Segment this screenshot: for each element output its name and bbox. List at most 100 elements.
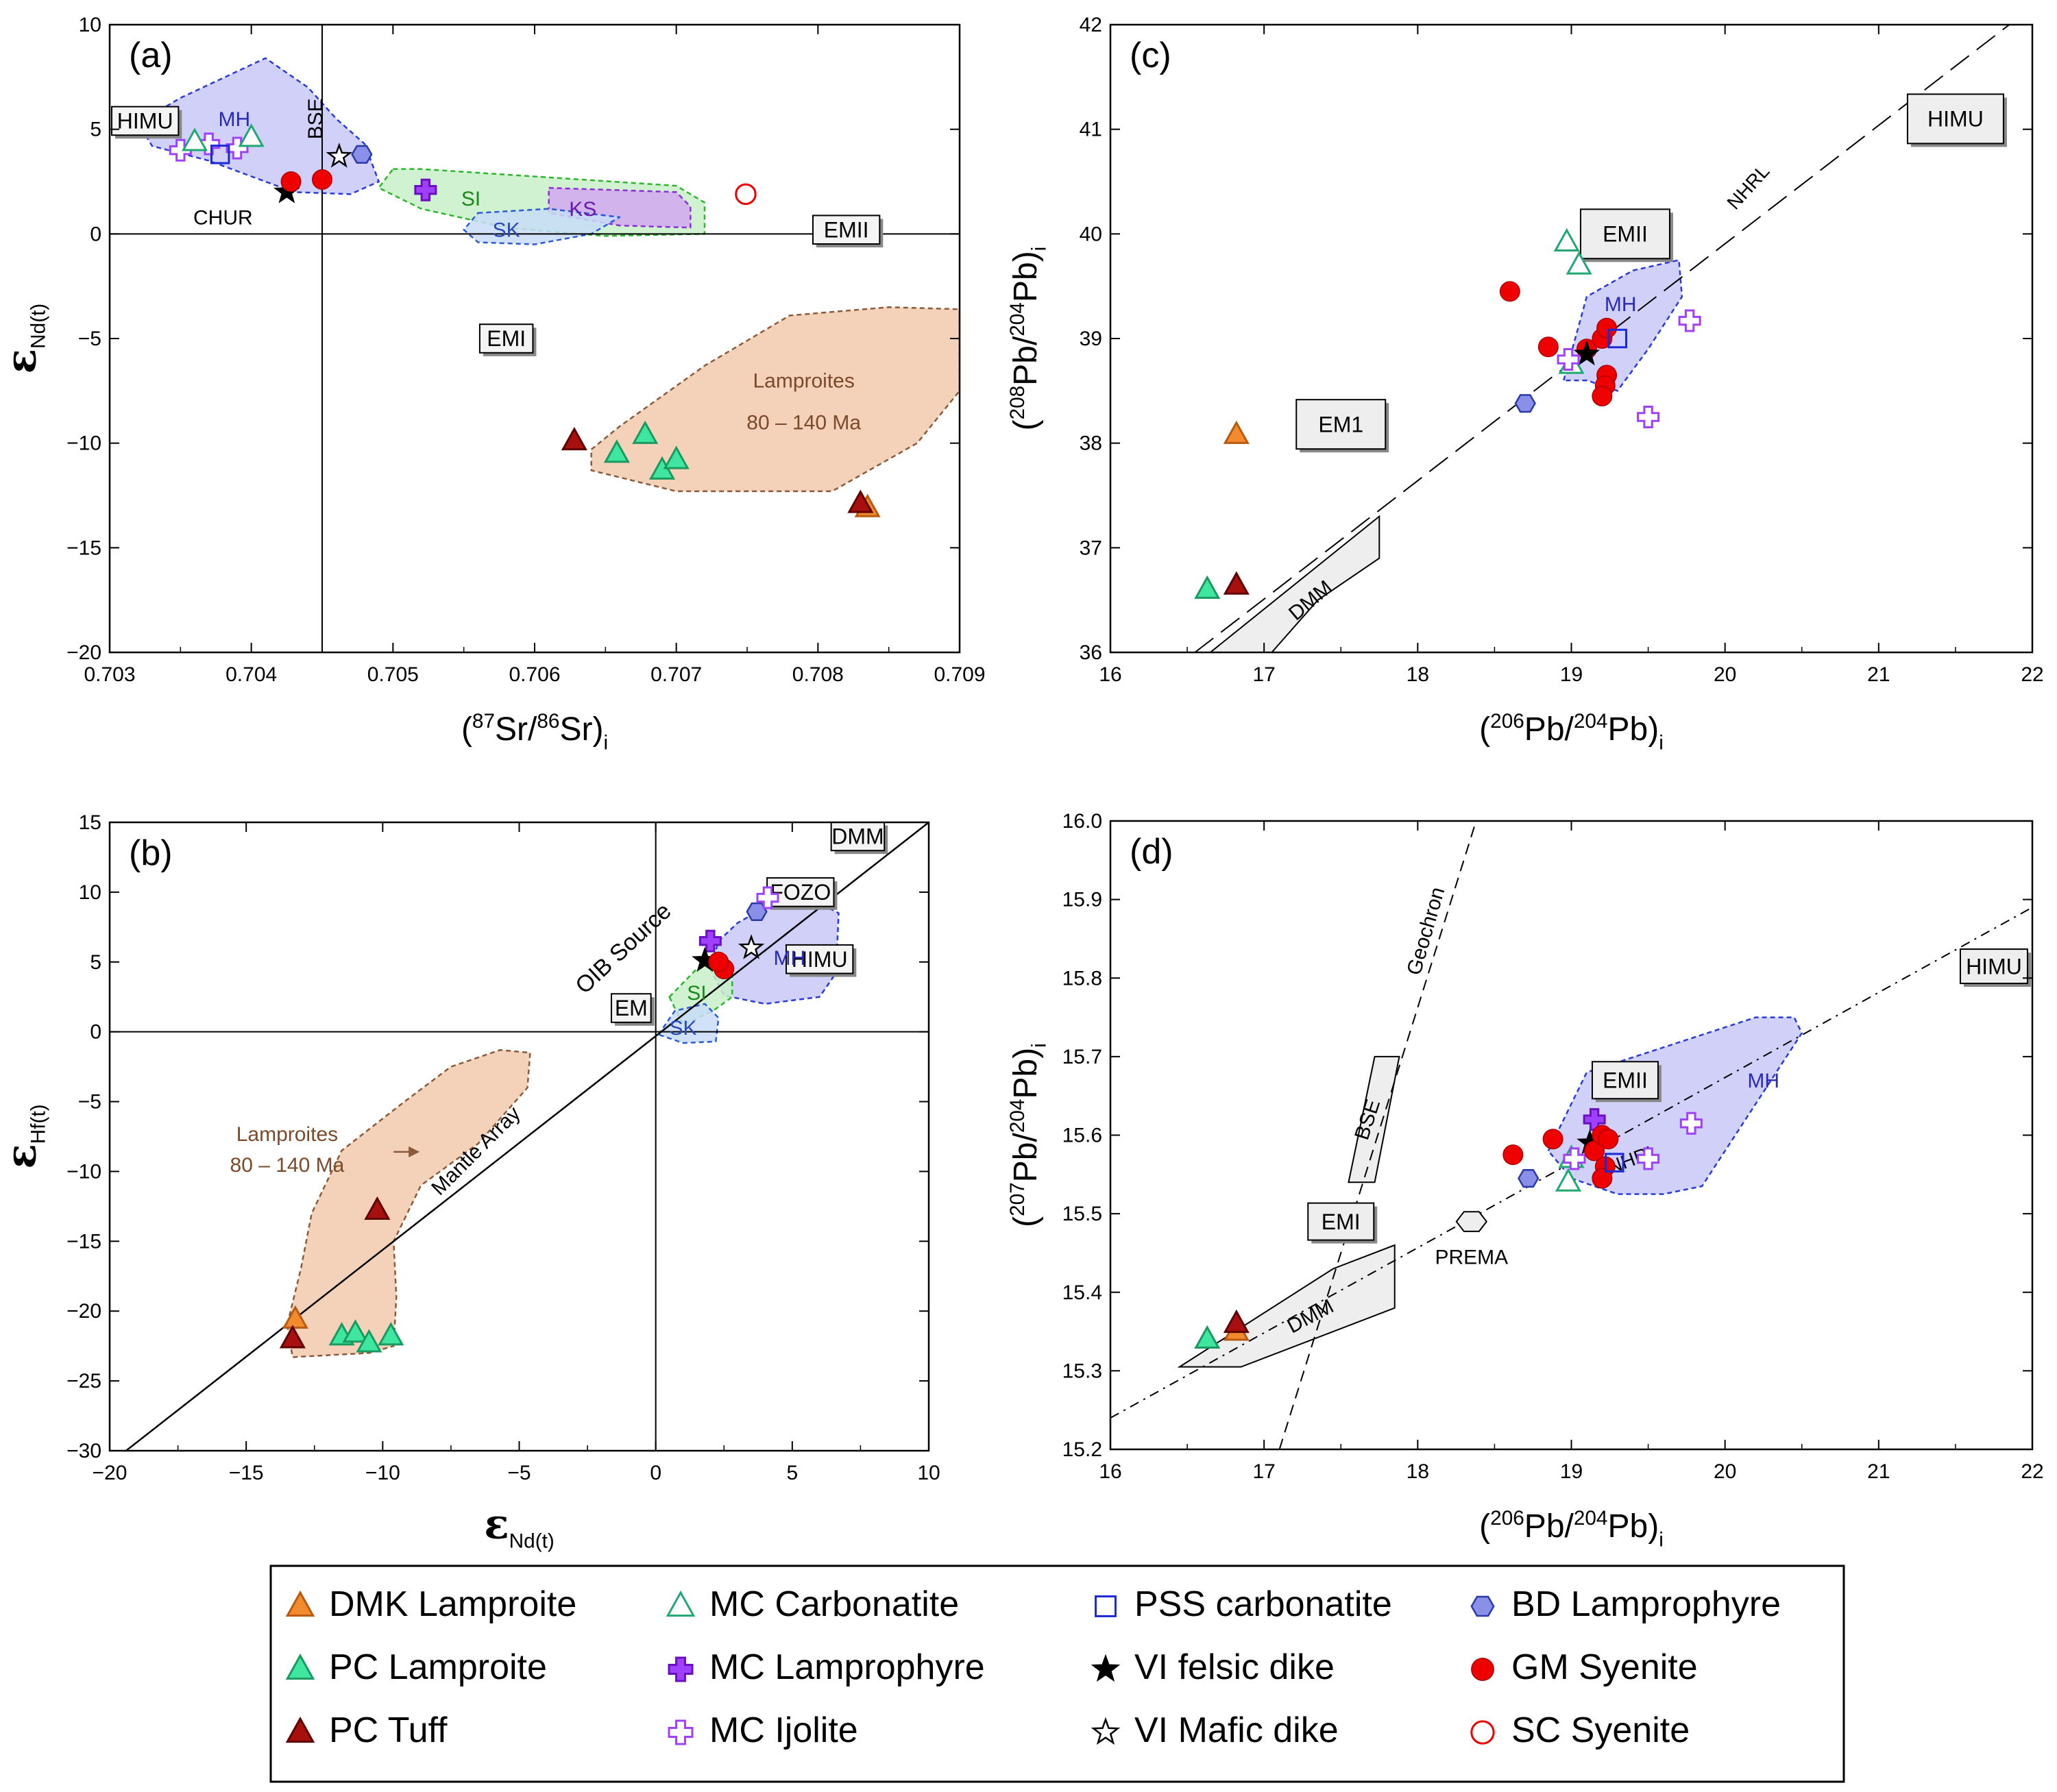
annotation-em1-c: EM1 bbox=[1295, 399, 1389, 453]
legend-label-mccarb: MC Carbonatite bbox=[709, 1584, 959, 1624]
annotation-prema-d: PREMA bbox=[1435, 1247, 1508, 1269]
annotation-dmm-b: DMM bbox=[830, 822, 888, 855]
data-point-pcl bbox=[356, 1329, 382, 1353]
annotation-chur-a: CHUR bbox=[193, 206, 253, 229]
data-point-gm bbox=[312, 169, 332, 190]
panel-label-a: (a) bbox=[129, 36, 173, 75]
x-tick-label-b: −10 bbox=[365, 1462, 400, 1484]
annotation-sk-b: SK bbox=[669, 1017, 696, 1040]
data-point-pct bbox=[847, 489, 874, 513]
y-tick-label-c: 37 bbox=[1080, 537, 1102, 559]
x-tick-label-a: 0.709 bbox=[934, 663, 985, 686]
legend-item-mclamp: MC Lamprophyre bbox=[668, 1647, 985, 1687]
annotation-si-a: SI bbox=[461, 188, 480, 210]
data-point-pcl bbox=[663, 445, 690, 469]
x-tick-label-b: −15 bbox=[229, 1462, 264, 1484]
data-point-mcij bbox=[1563, 1147, 1586, 1170]
annotation-text: KS bbox=[569, 198, 596, 221]
data-point-pcl bbox=[1194, 575, 1221, 599]
y-tick-label-d: 15.5 bbox=[1062, 1203, 1102, 1225]
y-tick-label-d: 15.8 bbox=[1062, 967, 1102, 990]
panel-label-b: (b) bbox=[129, 833, 173, 873]
x-tick-label-d: 21 bbox=[1867, 1460, 1890, 1483]
y-tick-label-a: 5 bbox=[90, 119, 101, 141]
y-tick-label-b: −5 bbox=[78, 1091, 101, 1114]
data-point-pct bbox=[364, 1196, 391, 1220]
x-tick-label-d: 20 bbox=[1714, 1460, 1736, 1483]
annotation-emi-a: EMI bbox=[478, 323, 537, 356]
x-tick-label-d: 17 bbox=[1252, 1460, 1275, 1483]
data-point-dmk bbox=[1223, 420, 1250, 444]
y-tick-label-b: 0 bbox=[90, 1021, 101, 1044]
x-tick-label-c: 19 bbox=[1560, 663, 1583, 686]
data-point-vim bbox=[738, 934, 765, 959]
annotation-emi-d: EMI bbox=[1307, 1202, 1378, 1244]
data-point-pct bbox=[1223, 571, 1250, 595]
y-axis-label-a: εNd(t) bbox=[0, 304, 49, 374]
annotation-emii-a: EMII bbox=[812, 214, 884, 248]
plot-area-a: HIMU EMII EMI CHUR BSE MH SI KS SK Lamproites 80 –… bbox=[110, 25, 960, 652]
y-tick-label-a: 0 bbox=[90, 223, 101, 245]
y-tick-label-c: 39 bbox=[1080, 328, 1102, 350]
y-tick-label-d: 15.6 bbox=[1062, 1125, 1102, 1147]
annotation-emii-c: EMII bbox=[1579, 208, 1673, 262]
x-axis-label-c: (206Pb/204Pb)i bbox=[1479, 710, 1664, 754]
y-tick-label-a: −5 bbox=[78, 328, 101, 350]
data-point-gm bbox=[280, 171, 302, 192]
annotation-text: HIMU bbox=[1927, 107, 1984, 132]
data-point-mccarb bbox=[1566, 251, 1592, 275]
y-tick-label-b: −20 bbox=[66, 1300, 101, 1323]
legend-frame bbox=[269, 1564, 1845, 1783]
panel-a: HIMU EMII EMI CHUR BSE MH SI KS SK Lamproites 80 –… bbox=[0, 14, 986, 754]
legend-label-pct: PC Tuff bbox=[329, 1710, 448, 1750]
data-point-pcl bbox=[378, 1322, 404, 1346]
data-point-pss bbox=[1605, 1153, 1624, 1173]
annotation-himu-c: HIMU bbox=[1906, 93, 2007, 147]
data-point-pcl bbox=[1194, 1325, 1221, 1349]
x-tick-label-b: 0 bbox=[650, 1462, 661, 1484]
data-point-mclamp bbox=[698, 929, 722, 953]
annotation-himu-d: HIMU bbox=[1959, 948, 2031, 987]
data-point-gm bbox=[1499, 281, 1520, 302]
annotation-text: OIB Source bbox=[570, 898, 676, 999]
legend-label-pss: PSS carbonatite bbox=[1134, 1584, 1392, 1624]
data-point-vif bbox=[1573, 340, 1600, 366]
annotation-text: 80 – 140 Ma bbox=[746, 412, 861, 434]
annotation-text: SK bbox=[493, 219, 520, 242]
annotation-text: HIMU bbox=[1966, 954, 2022, 979]
x-axis-label-d: (206Pb/204Pb)i bbox=[1479, 1507, 1664, 1551]
y-tick-label-c: 42 bbox=[1080, 14, 1102, 36]
field-mh-d bbox=[1547, 1016, 1803, 1195]
y-tick-label-d: 15.2 bbox=[1062, 1438, 1102, 1461]
legend-label-sc: SC Syenite bbox=[1511, 1710, 1690, 1750]
y-tick-label-a: −15 bbox=[66, 537, 101, 559]
legend-item-sc: SC Syenite bbox=[1470, 1710, 1690, 1750]
data-point-mccarb bbox=[1555, 1168, 1582, 1192]
annotation-text: Lamproites bbox=[753, 370, 854, 393]
annotation-text: MH bbox=[774, 947, 806, 970]
data-point-pss bbox=[1607, 328, 1627, 349]
annotation-ks-a: KS bbox=[569, 198, 596, 221]
y-tick-label-b: 10 bbox=[79, 881, 101, 904]
annotation-em-b: EM bbox=[610, 993, 655, 1026]
x-tick-label-d: 22 bbox=[2021, 1460, 2043, 1483]
legend-item-mccarb: MC Carbonatite bbox=[666, 1584, 959, 1624]
prema-marker bbox=[1455, 1211, 1488, 1232]
annotation-geochron-d: Geochron bbox=[1402, 885, 1449, 978]
legend-symbol-vim bbox=[1091, 1717, 1121, 1745]
annotation-text: EMI bbox=[487, 326, 526, 351]
annotation-sk-a: SK bbox=[493, 219, 520, 242]
x-tick-label-b: 5 bbox=[786, 1462, 798, 1484]
annotation-text: SK bbox=[669, 1017, 696, 1040]
data-point-mccarb bbox=[1553, 228, 1580, 252]
data-point-gm bbox=[1502, 1144, 1524, 1166]
legend-label-mclamp: MC Lamprophyre bbox=[709, 1647, 985, 1687]
x-tick-label-a: 0.705 bbox=[367, 663, 419, 686]
legend-item-pss: PSS carbonatite bbox=[1095, 1584, 1392, 1624]
data-point-gm bbox=[1598, 1129, 1619, 1150]
annotation-text: 80 – 140 Ma bbox=[230, 1154, 345, 1177]
